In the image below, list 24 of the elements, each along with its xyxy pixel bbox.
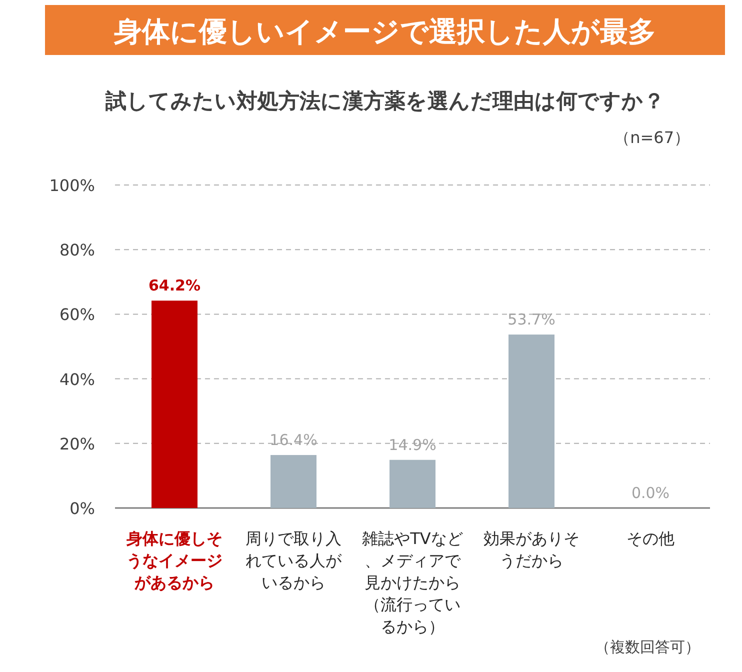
data-label: 53.7% — [508, 310, 556, 329]
y-tick-label: 0% — [70, 499, 95, 518]
y-tick-label: 40% — [59, 370, 95, 389]
data-label: 16.4% — [270, 431, 318, 450]
bar — [508, 334, 554, 508]
y-tick-label: 60% — [59, 305, 95, 324]
bar — [390, 460, 436, 508]
x-tick-label: 周りで取り入れている人がいるから — [246, 529, 342, 592]
data-label: 64.2% — [148, 276, 201, 295]
y-tick-label: 80% — [59, 240, 95, 260]
data-label: 14.9% — [388, 436, 436, 454]
y-tick-label: 100% — [49, 176, 95, 195]
chart-title: 身体に優しいイメージで選択した人が最多 — [113, 15, 656, 48]
bar — [152, 300, 198, 508]
x-tick-label: 雑誌やTVなど、メディアで見かけたから（流行っているから） — [362, 529, 463, 636]
text: （n=67） — [614, 128, 690, 147]
data-label: 0.0% — [631, 484, 670, 502]
y-tick-label: 20% — [59, 434, 95, 454]
x-tick-label: 身体に優しそうなイメージがあるから — [126, 529, 222, 592]
chart-subtitle: 試してみたい対処方法に漢方薬を選んだ理由は何ですか？ — [104, 89, 664, 113]
x-tick-label: その他 — [626, 529, 674, 548]
bar — [270, 455, 316, 508]
text: （複数回答可） — [595, 638, 700, 656]
x-tick-label: 効果がありそうだから — [484, 529, 580, 570]
